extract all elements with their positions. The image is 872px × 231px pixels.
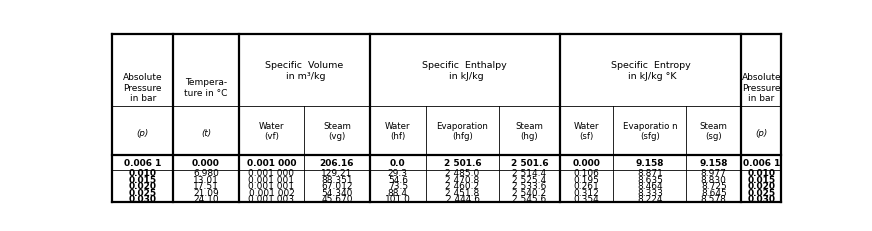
- Text: Absolute
Pressure
in bar: Absolute Pressure in bar: [741, 73, 781, 103]
- Text: 6.980: 6.980: [193, 169, 219, 178]
- Text: 0.000: 0.000: [573, 158, 601, 167]
- Text: 8.871: 8.871: [637, 169, 663, 178]
- Text: 2 485.0: 2 485.0: [446, 169, 480, 178]
- Text: 2 470.8: 2 470.8: [446, 175, 480, 184]
- Text: 0.354: 0.354: [574, 194, 600, 203]
- Text: Tempera-
ture in °C: Tempera- ture in °C: [184, 78, 228, 97]
- Text: 2 525.4: 2 525.4: [513, 175, 547, 184]
- Text: 206.16: 206.16: [320, 158, 354, 167]
- Text: 0.025: 0.025: [747, 188, 775, 197]
- Text: 29.3: 29.3: [388, 169, 408, 178]
- Text: 0.001 001: 0.001 001: [249, 182, 295, 191]
- Text: 0.001 003: 0.001 003: [249, 194, 295, 203]
- Text: Water
(sf): Water (sf): [574, 121, 599, 140]
- Text: 0.312: 0.312: [574, 188, 600, 197]
- Text: Steam
(sg): Steam (sg): [700, 121, 728, 140]
- Text: 8.224: 8.224: [637, 194, 663, 203]
- Text: 2 533.6: 2 533.6: [512, 182, 547, 191]
- Text: Steam
(hg): Steam (hg): [515, 121, 543, 140]
- Text: 0.030: 0.030: [129, 194, 157, 203]
- Text: 17.51: 17.51: [193, 182, 219, 191]
- Text: (p): (p): [755, 128, 767, 137]
- Text: (p): (p): [137, 128, 149, 137]
- Text: 8.635: 8.635: [637, 175, 663, 184]
- Text: 73.5: 73.5: [388, 182, 408, 191]
- Text: 0.025: 0.025: [129, 188, 157, 197]
- Text: 88.351: 88.351: [321, 175, 352, 184]
- Text: Evaporation
(hfg): Evaporation (hfg): [437, 121, 488, 140]
- Text: 24.10: 24.10: [194, 194, 219, 203]
- Text: 54.6: 54.6: [388, 175, 408, 184]
- Text: 8.830: 8.830: [701, 175, 726, 184]
- Text: 9.158: 9.158: [636, 158, 664, 167]
- Text: 8.977: 8.977: [701, 169, 726, 178]
- Text: Absolute
Pressure
in bar: Absolute Pressure in bar: [123, 73, 163, 103]
- Text: 0.000: 0.000: [192, 158, 220, 167]
- Text: 21.09: 21.09: [194, 188, 219, 197]
- Text: Specific  Volume
 in m³/kg: Specific Volume in m³/kg: [265, 61, 344, 81]
- Text: 101.0: 101.0: [385, 194, 411, 203]
- Text: 2 444.6: 2 444.6: [446, 194, 480, 203]
- Text: 129.21: 129.21: [321, 169, 352, 178]
- Text: Evaporatio n
(sfg): Evaporatio n (sfg): [623, 121, 678, 140]
- Text: 0.001 002: 0.001 002: [249, 188, 295, 197]
- Text: 2 501.6: 2 501.6: [511, 158, 548, 167]
- Text: (t): (t): [201, 128, 211, 137]
- Text: 0.261: 0.261: [574, 182, 600, 191]
- Text: 0.001 001: 0.001 001: [249, 175, 295, 184]
- Text: 8.725: 8.725: [701, 182, 726, 191]
- Text: 67.012: 67.012: [321, 182, 352, 191]
- Text: 0.015: 0.015: [747, 175, 775, 184]
- Text: 0.020: 0.020: [747, 182, 775, 191]
- Text: 0.030: 0.030: [747, 194, 775, 203]
- Text: 0.0: 0.0: [390, 158, 405, 167]
- Text: 8.333: 8.333: [637, 188, 663, 197]
- Text: Steam
(vg): Steam (vg): [323, 121, 351, 140]
- Text: 8.645: 8.645: [701, 188, 726, 197]
- Text: 0.106: 0.106: [574, 169, 600, 178]
- Text: 8.578: 8.578: [701, 194, 726, 203]
- Text: 0.195: 0.195: [574, 175, 600, 184]
- Text: Water
(hf): Water (hf): [385, 121, 411, 140]
- Text: 0.001 000: 0.001 000: [247, 158, 296, 167]
- Text: 2 460.2: 2 460.2: [446, 182, 480, 191]
- Text: Specific  Entropy
 in kJ/kg °K: Specific Entropy in kJ/kg °K: [610, 61, 691, 81]
- Text: 0.010: 0.010: [129, 169, 157, 178]
- Text: 0.006 1: 0.006 1: [124, 158, 161, 167]
- Text: 0.006 1: 0.006 1: [743, 158, 780, 167]
- Text: 0.010: 0.010: [747, 169, 775, 178]
- Text: 2 545.6: 2 545.6: [512, 194, 547, 203]
- Text: 0.015: 0.015: [129, 175, 157, 184]
- Text: 13.01: 13.01: [193, 175, 219, 184]
- Text: 2 514.4: 2 514.4: [513, 169, 547, 178]
- Text: Specific  Enthalpy
 in kJ/kg: Specific Enthalpy in kJ/kg: [422, 61, 508, 81]
- Text: 45.670: 45.670: [321, 194, 352, 203]
- Text: 2 501.6: 2 501.6: [444, 158, 481, 167]
- Text: 88.4: 88.4: [388, 188, 408, 197]
- Text: 2 451.8: 2 451.8: [446, 188, 480, 197]
- Text: 54.340: 54.340: [321, 188, 352, 197]
- Text: 8.464: 8.464: [637, 182, 663, 191]
- Text: 9.158: 9.158: [699, 158, 728, 167]
- Text: 2 540.2: 2 540.2: [513, 188, 547, 197]
- Text: 0.001 000: 0.001 000: [249, 169, 295, 178]
- Text: 0.020: 0.020: [129, 182, 157, 191]
- Text: Water
(vf): Water (vf): [259, 121, 284, 140]
